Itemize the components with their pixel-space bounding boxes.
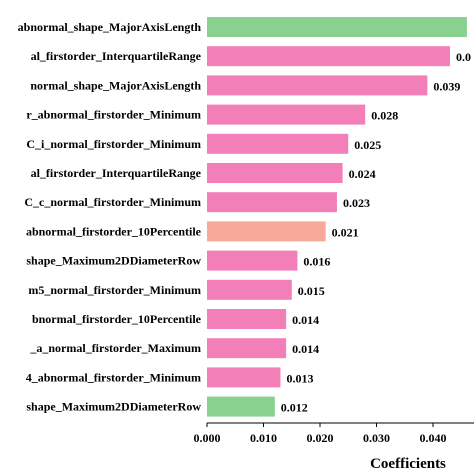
category-label: abnormal_shape_MajorAxisLength — [18, 20, 202, 34]
bar — [207, 367, 281, 388]
x-tick-label: 0.000 — [194, 431, 221, 445]
bar — [207, 104, 366, 125]
value-label: 0.0 — [456, 50, 471, 64]
bar — [207, 338, 287, 359]
x-tick-label: 0.030 — [363, 431, 390, 445]
category-label: C_c_normal_firstorder_Minimum — [24, 195, 201, 209]
category-label: r_abnormal_firstorder_Minimum — [26, 108, 201, 122]
x-tick-label: 0.040 — [420, 431, 447, 445]
value-label: 0.025 — [354, 138, 381, 152]
value-label: 0.014 — [292, 313, 319, 327]
category-label: m5_normal_firstorder_Minimum — [28, 283, 201, 297]
x-axis-label: Coefficients — [370, 456, 446, 472]
bar — [207, 279, 292, 300]
bar — [207, 46, 450, 67]
category-label: C_i_normal_firstorder_Minimum — [26, 137, 201, 151]
bar — [207, 250, 298, 271]
category-label: al_firstorder_InterquartileRange — [31, 49, 202, 63]
category-label: bnormal_firstorder_10Percentile — [32, 312, 202, 326]
category-label: shape_Maximum2DDiameterRow — [26, 400, 201, 414]
value-label: 0.023 — [343, 196, 370, 210]
bar — [207, 75, 428, 96]
bar — [207, 192, 337, 213]
category-label: normal_shape_MajorAxisLength — [30, 78, 201, 92]
value-label: 0.015 — [298, 284, 325, 298]
value-label: 0.021 — [332, 225, 359, 239]
bar — [207, 163, 343, 183]
value-label: 0.024 — [349, 167, 376, 181]
value-label: 0.012 — [281, 401, 308, 415]
value-label: 0.016 — [303, 255, 330, 269]
category-label: abnormal_firstorder_10Percentile — [26, 224, 202, 238]
x-tick-label: 0.010 — [250, 431, 277, 445]
bar — [207, 396, 275, 417]
bar — [207, 133, 349, 154]
category-label: shape_Maximum2DDiameterRow — [26, 254, 201, 268]
bar — [207, 309, 287, 329]
category-label: al_firstorder_InterquartileRange — [31, 166, 202, 180]
category-label: _a_normal_firstorder_Maximum — [29, 341, 201, 355]
bar — [207, 17, 467, 37]
value-label: 0.013 — [286, 371, 313, 385]
category-label: 4_abnormal_firstorder_Minimum — [26, 370, 201, 384]
bar — [207, 221, 326, 242]
value-label: 0.028 — [371, 109, 398, 123]
value-label: 0.039 — [433, 79, 460, 93]
x-tick-label: 0.020 — [307, 431, 334, 445]
value-label: 0.014 — [292, 342, 319, 356]
